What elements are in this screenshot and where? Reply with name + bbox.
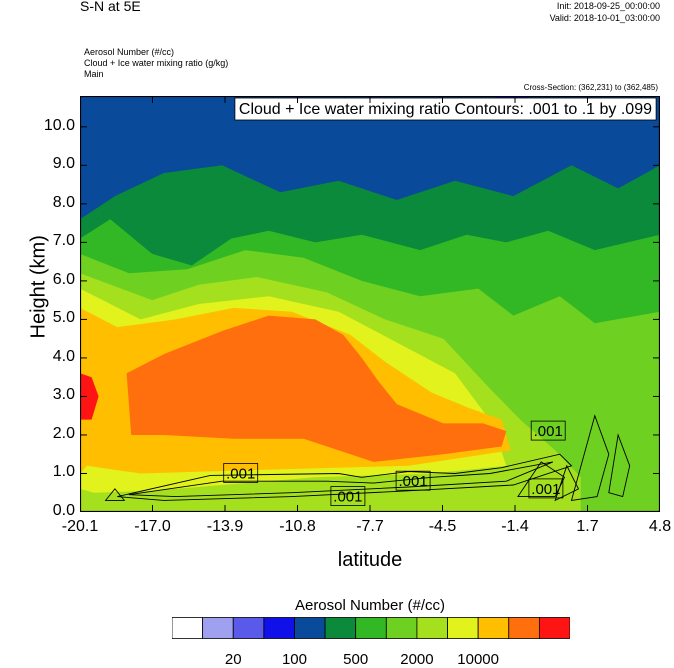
- colorbar-swatch-4: [263, 617, 295, 639]
- y-tick-label: 8.0: [52, 193, 75, 211]
- contour-label-5: .001: [531, 481, 560, 498]
- y-tick-label: 9.0: [52, 155, 75, 173]
- y-tick-label: 7.0: [52, 232, 75, 250]
- aerosol-band-dark-orange: [126, 315, 507, 462]
- x-tick-label: -20.1: [61, 518, 99, 535]
- plot-main-title: S-N at 5E: [80, 0, 141, 14]
- colorbar-swatch-11: [477, 617, 510, 639]
- cloud-ice-contour-line-5: [570, 414, 610, 501]
- y-tick-label: 0.0: [52, 502, 75, 519]
- y-tick-label: 2.0: [52, 424, 75, 442]
- contour-title-box: [234, 97, 657, 121]
- colorbar-swatch-12: [508, 617, 540, 639]
- contour-title: Cloud + Ice water mixing ratio Contours:…: [239, 101, 652, 118]
- variable-aerosol: Aerosol Number (#/cc): [84, 47, 175, 57]
- colorbar-swatch-3: [232, 617, 265, 639]
- colorbar-title: Aerosol Number (#/cc): [294, 597, 446, 614]
- colorbar-swatch-6: [324, 617, 357, 639]
- colorbar: [172, 617, 570, 639]
- contour-label-box: [395, 470, 431, 491]
- cross-section-plot: .001 .001 .001 .001 .001 Cloud + Ice water mi…: [80, 96, 660, 512]
- colorbar-swatch-2: [202, 617, 234, 639]
- x-tick-label: -7.7: [356, 518, 384, 535]
- x-tick-label: 1.7: [576, 518, 599, 535]
- colorbar-swatch-9: [416, 617, 448, 639]
- cloud-ice-contour-line-7: [554, 464, 580, 502]
- contour-label-box: [528, 478, 564, 499]
- y-tick-label: 1.0: [52, 463, 75, 481]
- contour-label-box: [530, 420, 566, 441]
- colorbar-label: 10000: [457, 651, 499, 668]
- x-tick-label: -1.4: [501, 518, 529, 535]
- colorbar-label: 2000: [400, 651, 434, 668]
- valid-time: Valid: 2018-10-01_03:00:00: [549, 13, 660, 23]
- colorbar-label: 500: [343, 651, 369, 668]
- y-tick-label: 10.0: [43, 116, 75, 134]
- y-tick-label: 5.0: [52, 309, 75, 327]
- contour-label-box: [330, 486, 366, 507]
- colorbar-label: 20: [224, 651, 242, 668]
- init-time: Init: 2018-09-25_00:00:00: [556, 1, 660, 11]
- colorbar-swatch-10: [447, 617, 479, 639]
- colorbar-swatch-7: [355, 617, 387, 639]
- x-axis-label: latitude: [337, 549, 403, 571]
- contour-label-1: .001: [226, 466, 255, 483]
- contour-label-3: .001: [398, 473, 427, 490]
- colorbar-label: 100: [281, 651, 307, 668]
- y-tick-label: 4.0: [52, 347, 75, 365]
- y-tick-label: 3.0: [52, 386, 75, 404]
- x-tick-label: -17.0: [134, 518, 171, 535]
- time-info: Init: 2018-09-25_00:00:00 Valid: 2018-10…: [550, 0, 660, 24]
- cloud-ice-contour-line-1: [117, 453, 573, 501]
- contour-label-2: .001: [333, 489, 362, 506]
- cloud-ice-contour-line-4: [517, 461, 566, 498]
- x-tick-label: 4.8: [648, 518, 672, 535]
- colorbar-swatch-13: [538, 617, 570, 639]
- cloud-ice-contour-line-3: [104, 488, 126, 501]
- cross-section-label: Cross-Section: (362,231) to (362,485): [523, 83, 658, 92]
- cloud-ice-contour-line-6: [608, 433, 631, 498]
- contour-label-4: .001: [534, 423, 563, 440]
- y-tick-label: 6.0: [52, 270, 75, 288]
- variable-list: Aerosol Number (#/cc) Cloud + Ice water …: [84, 47, 228, 80]
- x-tick-label: -13.9: [206, 518, 244, 535]
- variable-main: Main: [84, 69, 104, 79]
- x-tick-label: -10.8: [279, 518, 316, 535]
- colorbar-swatch-1: [172, 617, 204, 639]
- aerosol-band-red-left: [80, 373, 99, 420]
- colorbar-swatch-5: [294, 617, 326, 639]
- colorbar-swatch-8: [385, 617, 418, 639]
- contour-label-box: [223, 463, 259, 483]
- x-tick-label: -4.5: [428, 518, 457, 535]
- variable-cloud-ice: Cloud + Ice water mixing ratio (g/kg): [84, 58, 229, 68]
- cloud-ice-contour-line-2: [128, 461, 554, 498]
